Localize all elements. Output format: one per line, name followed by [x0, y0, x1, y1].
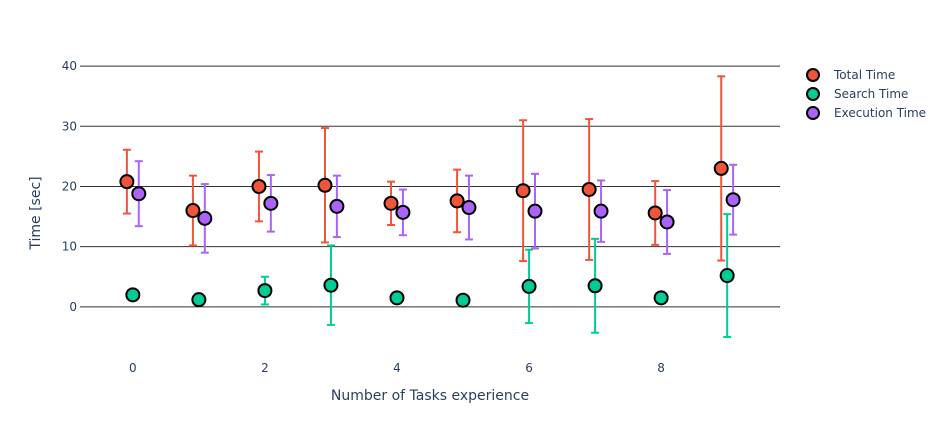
y-tick-label: 30 — [62, 119, 77, 133]
legend-label: Execution Time — [834, 106, 926, 120]
legend-marker — [806, 106, 820, 120]
total-time-point — [119, 174, 135, 190]
x-tick-label: 6 — [525, 361, 533, 375]
total-time-point — [383, 195, 399, 211]
y-axis-title: Time [sec] — [28, 176, 44, 250]
search-time-point — [653, 290, 669, 306]
x-tick-label: 4 — [393, 361, 401, 375]
legend-marker — [806, 68, 820, 82]
execution-time-point — [527, 203, 543, 219]
legend-item-search-time[interactable]: Search Time — [806, 87, 908, 101]
x-axis-ticks: 0 2 4 6 8 — [129, 361, 665, 375]
total-time-point — [713, 160, 729, 176]
legend-label: Search Time — [834, 87, 908, 101]
search-time-point — [455, 292, 471, 308]
y-tick-label: 40 — [62, 59, 77, 73]
legend-marker — [806, 87, 820, 101]
x-tick-label: 2 — [261, 361, 269, 375]
total-time-point — [317, 177, 333, 193]
search-time-point — [587, 278, 603, 294]
y-tick-label: 20 — [62, 179, 77, 193]
execution-time-point — [395, 204, 411, 220]
search-time-point — [191, 292, 207, 308]
search-time-point — [521, 278, 537, 294]
total-time-point — [251, 178, 267, 194]
search-time-point — [125, 287, 141, 303]
x-tick-label: 0 — [129, 361, 137, 375]
execution-time-point — [461, 200, 477, 216]
total-time-point — [449, 193, 465, 209]
legend[interactable]: Total Time Search Time Execution Time — [806, 68, 926, 120]
error-bars — [122, 75, 738, 338]
execution-time-point — [131, 186, 147, 202]
y-axis-ticks: 0 10 20 30 40 — [62, 59, 77, 314]
total-time-point — [581, 181, 597, 197]
execution-time-point — [263, 195, 279, 211]
execution-time-point — [593, 203, 609, 219]
total-time-point — [515, 183, 531, 199]
search-time-point — [257, 283, 273, 299]
execution-time-point — [329, 198, 345, 214]
x-tick-label: 8 — [657, 361, 665, 375]
legend-label: Total Time — [833, 68, 895, 82]
data-points — [119, 160, 741, 308]
search-time-point — [719, 268, 735, 284]
execution-time-point — [725, 192, 741, 208]
y-tick-label: 10 — [62, 240, 77, 254]
y-tick-label: 0 — [69, 300, 77, 314]
grid-lines — [80, 65, 780, 308]
total-time-point — [647, 205, 663, 221]
execution-time-point — [659, 214, 675, 230]
search-time-point — [323, 277, 339, 293]
execution-time-point — [197, 210, 213, 226]
legend-item-total-time[interactable]: Total Time — [806, 68, 895, 82]
search-time-point — [389, 290, 405, 306]
total-time-point — [185, 203, 201, 219]
legend-item-execution-time[interactable]: Execution Time — [806, 106, 926, 120]
x-axis-title: Number of Tasks experience — [331, 388, 529, 404]
